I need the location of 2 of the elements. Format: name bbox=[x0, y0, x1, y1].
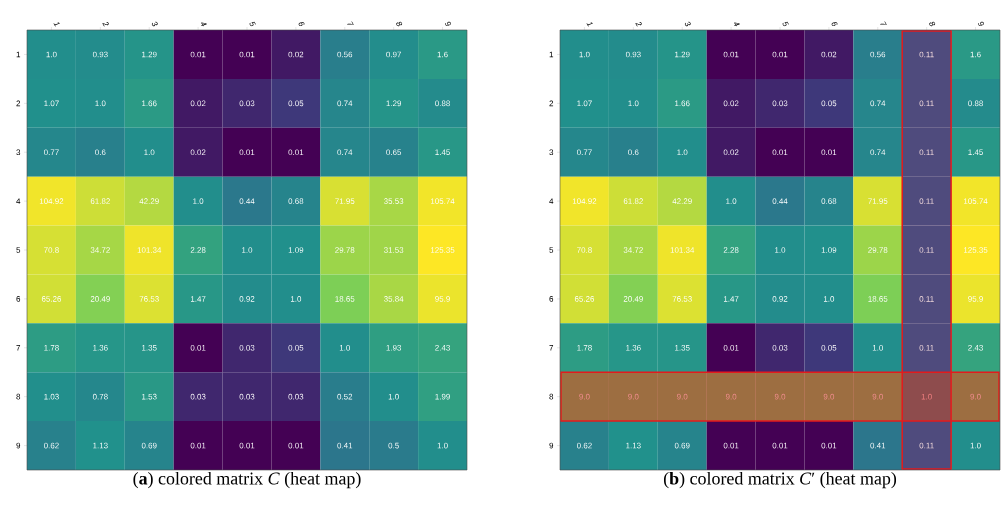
text: (a) colored matrix C (heat map) bbox=[133, 471, 361, 489]
text: (b) colored matrix C′ (heat map) bbox=[663, 471, 897, 489]
